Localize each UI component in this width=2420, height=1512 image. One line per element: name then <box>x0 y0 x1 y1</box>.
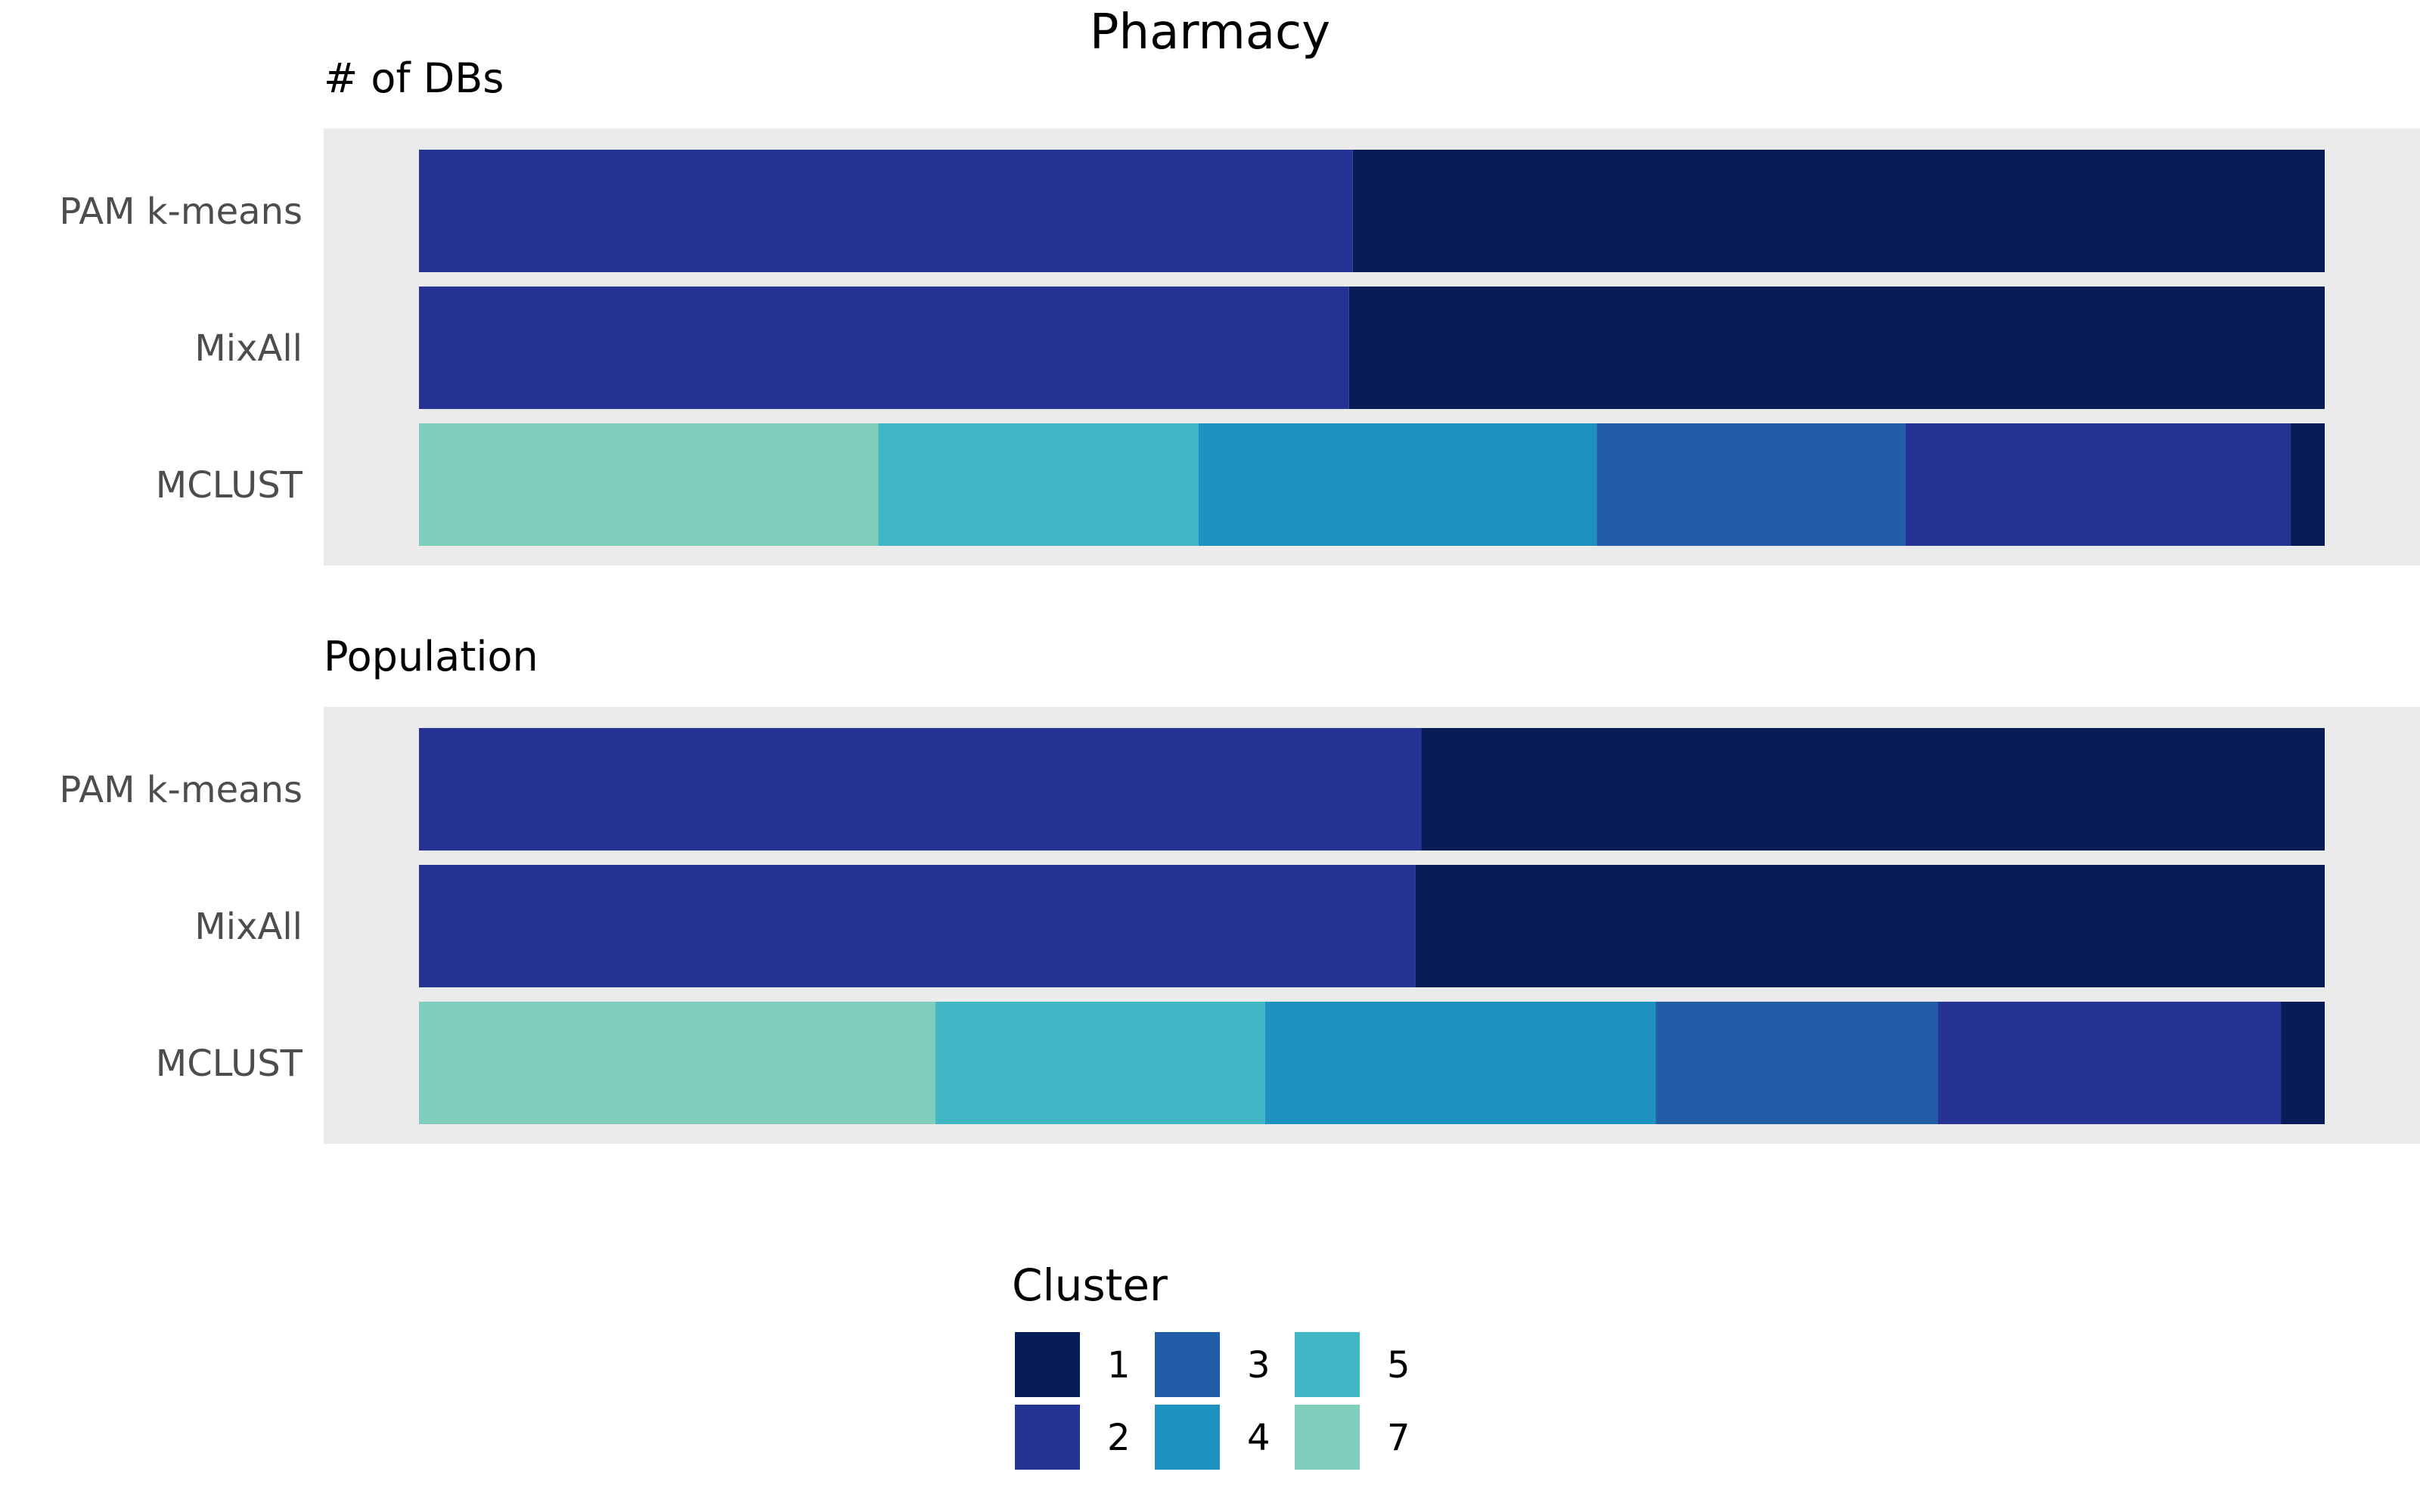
bar-segment-cluster-2 <box>419 287 1349 409</box>
legend-label: 4 <box>1247 1417 1270 1459</box>
bar-segment-cluster-1 <box>1348 287 2325 409</box>
bar-segment-cluster-1 <box>1352 150 2325 272</box>
y-tick-label: MixAll <box>194 906 302 948</box>
y-tick-label: PAM k-means <box>59 769 302 811</box>
legend-label: 2 <box>1107 1417 1131 1459</box>
panel-title: Population <box>324 633 538 680</box>
legend-item: 3 <box>1152 1329 1270 1400</box>
legend-label: 5 <box>1387 1344 1410 1387</box>
bar-segment-cluster-2 <box>1938 1002 2282 1124</box>
bar-segment-cluster-1 <box>1415 865 2325 987</box>
legend: Cluster 1 2 3 4 5 7 <box>1012 1259 1410 1473</box>
legend-swatch <box>1012 1329 1083 1400</box>
bar-segment-cluster-4 <box>1198 423 1597 546</box>
bar-segment-cluster-2 <box>419 150 1353 272</box>
legend-swatch <box>1292 1402 1363 1473</box>
bar-segment-cluster-2 <box>419 865 1416 987</box>
legend-label: 1 <box>1107 1344 1131 1387</box>
y-tick-label: MCLUST <box>156 464 303 507</box>
y-tick-label: MCLUST <box>156 1043 303 1085</box>
bar-segment-cluster-2 <box>1905 423 2291 546</box>
bar-segment-cluster-1 <box>2290 423 2325 546</box>
chart-title: Pharmacy <box>1090 5 1330 60</box>
bar-segment-cluster-1 <box>1421 728 2325 850</box>
legend-title: Cluster <box>1012 1259 1168 1311</box>
panel-title: # of DBs <box>324 54 504 102</box>
legend-label: 3 <box>1247 1344 1270 1387</box>
legend-swatch <box>1152 1329 1223 1400</box>
bar-segment-cluster-3 <box>1655 1002 1938 1124</box>
bar-segment-cluster-2 <box>419 728 1422 850</box>
panel: # of DBs PAM k-means MixAll MCLUST <box>59 54 2420 565</box>
legend-item: 7 <box>1292 1402 1410 1473</box>
legend-item: 4 <box>1152 1402 1270 1473</box>
bar-segment-cluster-7 <box>419 1002 935 1124</box>
legend-label: 7 <box>1387 1417 1410 1459</box>
bar-segment-cluster-7 <box>419 423 879 546</box>
legend-swatch <box>1152 1402 1223 1473</box>
bar-segment-cluster-5 <box>878 423 1199 546</box>
legend-item: 1 <box>1012 1329 1131 1400</box>
bar-segment-cluster-5 <box>935 1002 1265 1124</box>
legend-item: 5 <box>1292 1329 1410 1400</box>
panel: Population PAM k-means MixAll MCLUST <box>59 633 2420 1144</box>
bar-segment-cluster-3 <box>1596 423 1906 546</box>
y-tick-label: PAM k-means <box>59 191 302 233</box>
legend-item: 2 <box>1012 1402 1131 1473</box>
legend-swatch <box>1012 1402 1083 1473</box>
legend-swatch <box>1292 1329 1363 1400</box>
y-tick-label: MixAll <box>194 327 302 370</box>
bar-segment-cluster-4 <box>1264 1002 1656 1124</box>
bar-segment-cluster-1 <box>2281 1002 2325 1124</box>
